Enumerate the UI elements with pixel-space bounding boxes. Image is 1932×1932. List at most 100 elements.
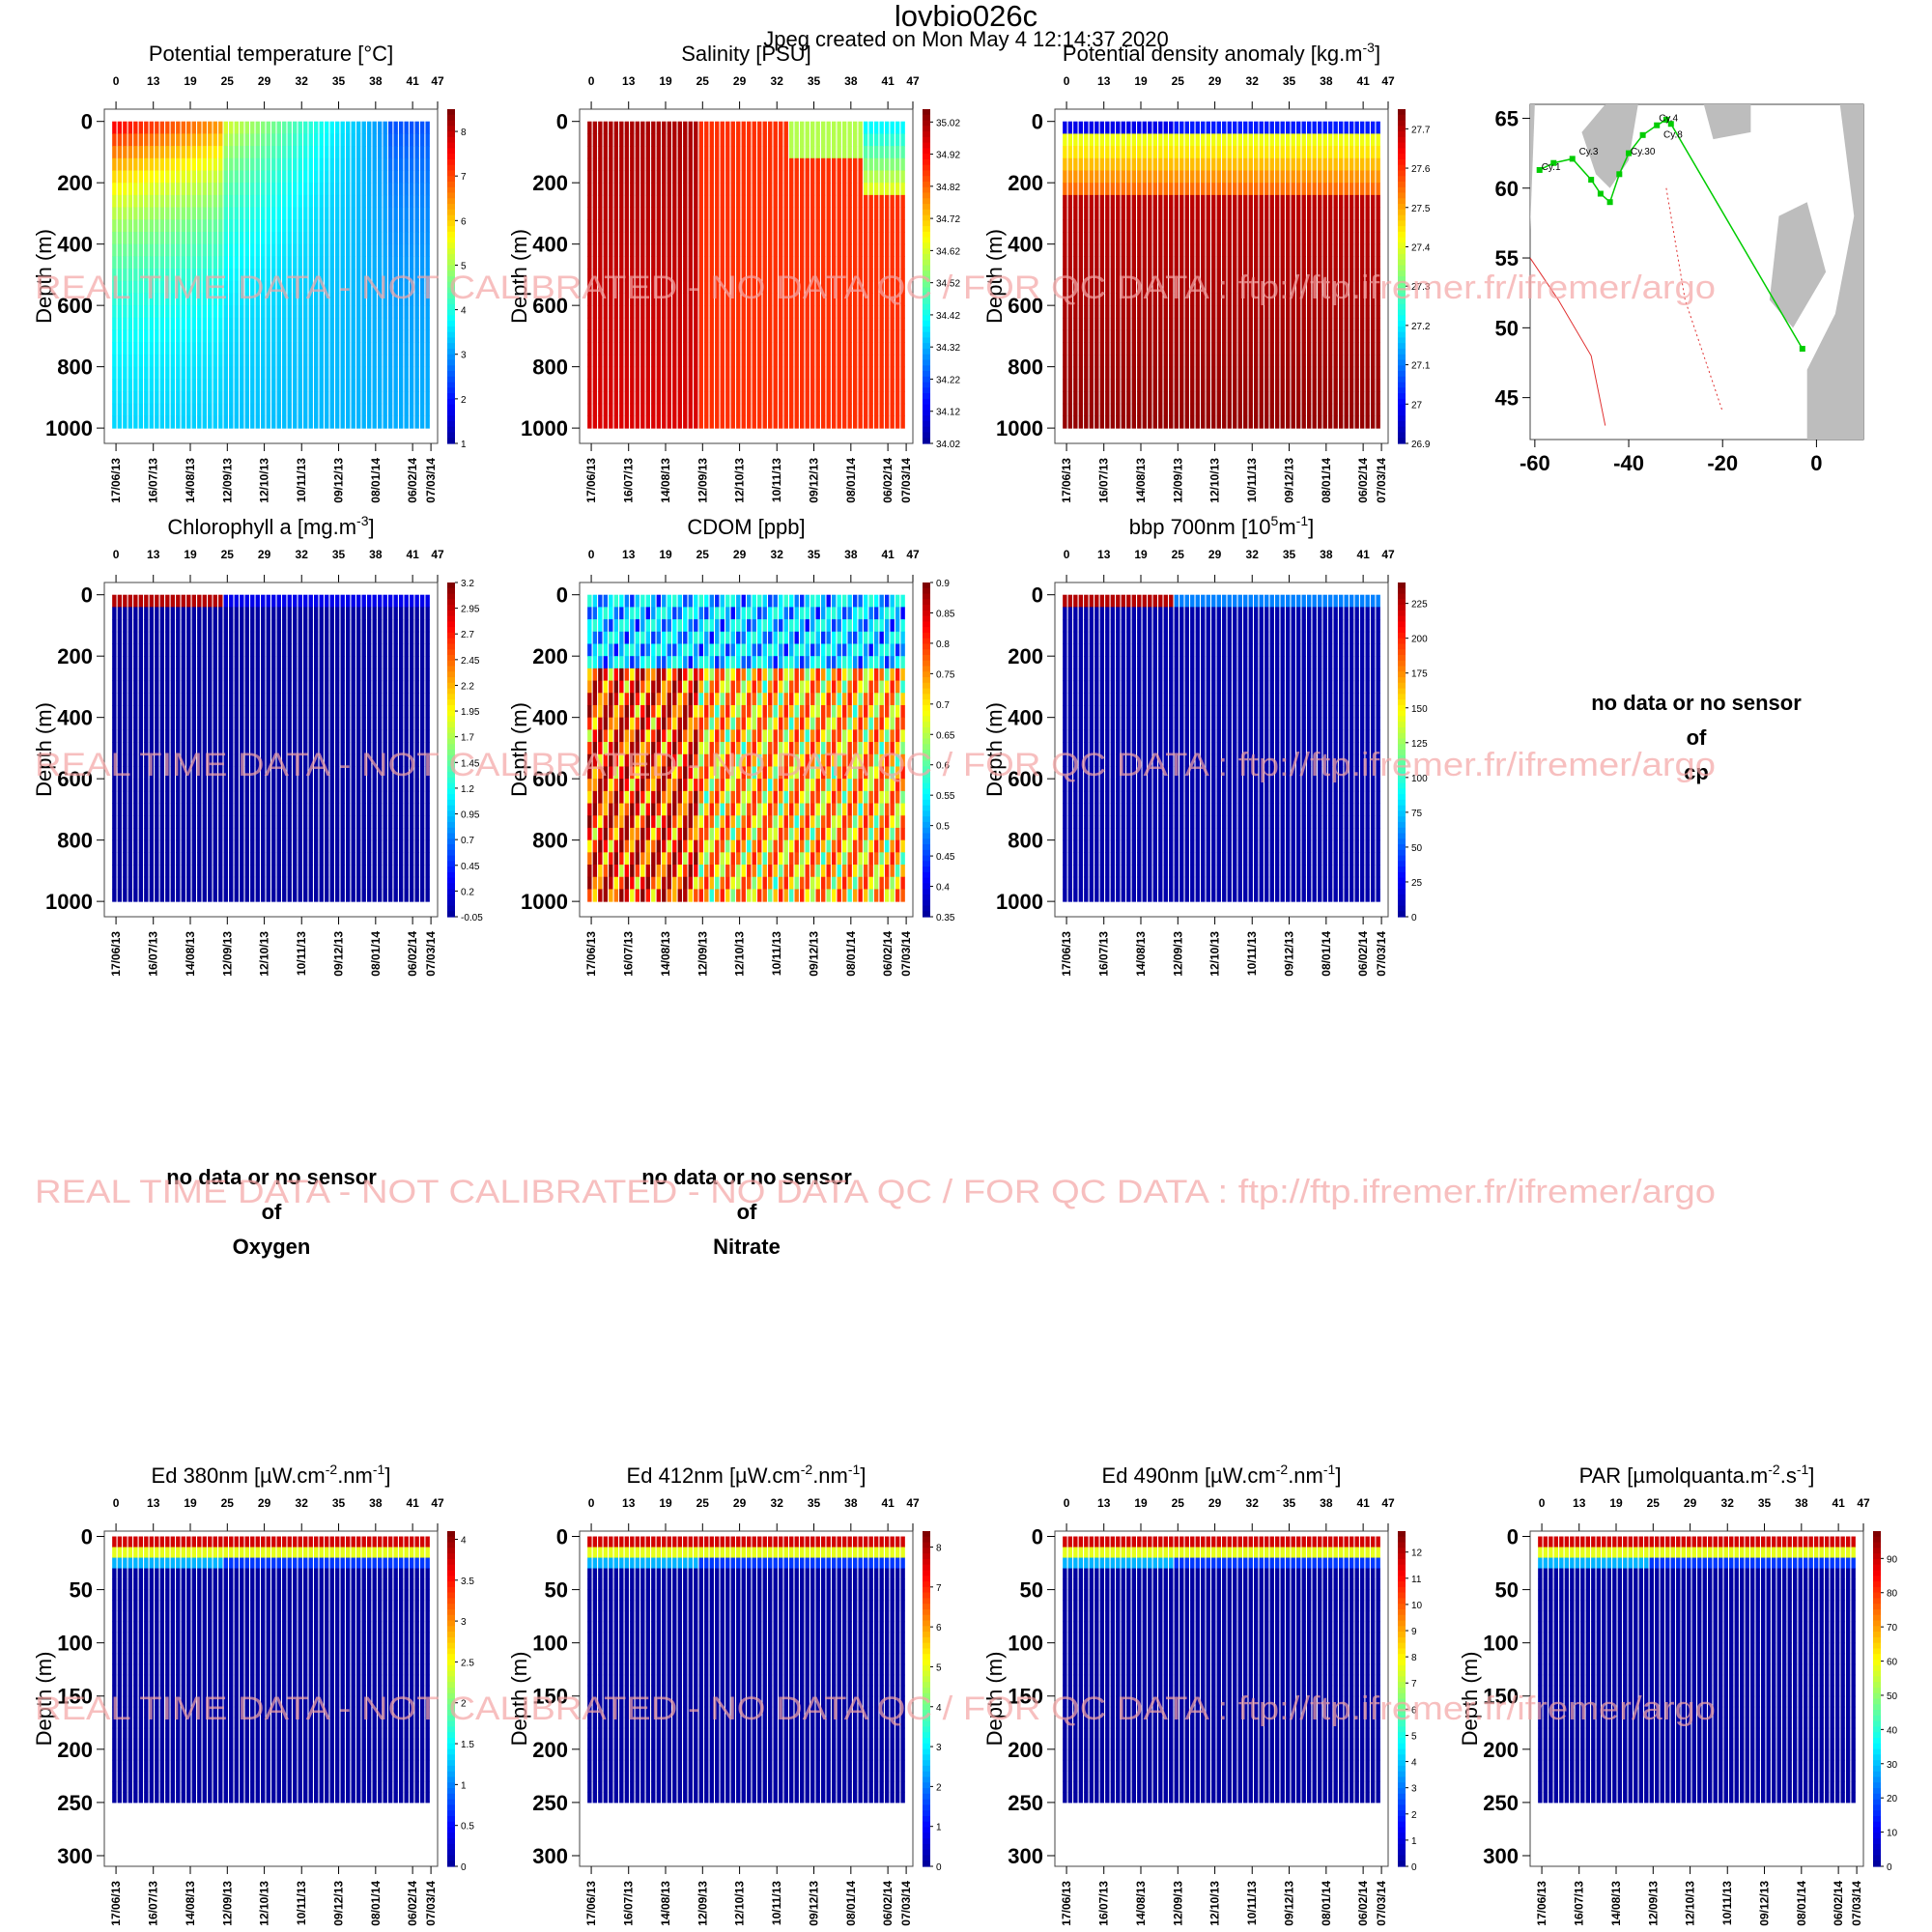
profile-segment [213, 391, 217, 405]
profile-segment [1365, 146, 1370, 159]
profile-segment [826, 342, 831, 355]
profile-segment [377, 403, 383, 416]
profile-segment [1275, 170, 1280, 184]
profile-segment [1063, 183, 1067, 196]
profile-segment [419, 133, 425, 147]
profile-segment [1233, 342, 1237, 355]
profile-segment [635, 231, 640, 245]
profile-segment [598, 305, 603, 319]
profile-segment [149, 415, 155, 429]
profile-segment [1163, 157, 1168, 171]
profile-segment [1174, 194, 1179, 209]
profile-segment [419, 280, 425, 294]
profile-segment [1365, 293, 1370, 306]
profile-segment [351, 280, 355, 294]
profile-segment [592, 256, 598, 270]
profile-segment [810, 391, 815, 405]
profile-segment [1359, 317, 1365, 331]
profile-segment [208, 366, 213, 380]
profile-segment [293, 207, 298, 220]
profile-segment [592, 342, 598, 355]
profile-segment [1073, 403, 1078, 416]
profile-segment [1254, 133, 1259, 147]
profile-segment [1158, 133, 1163, 147]
profile-segment [1121, 354, 1126, 368]
profile-segment [868, 366, 873, 380]
profile-segment [757, 194, 762, 209]
profile-segment [741, 329, 746, 343]
profile-segment [1291, 391, 1295, 405]
profile-segment [1089, 183, 1094, 196]
profile-segment [1254, 194, 1259, 209]
profile-segment [1227, 207, 1232, 220]
profile-segment [240, 243, 244, 257]
profile-segment [325, 183, 329, 196]
profile-segment [282, 243, 287, 257]
profile-segment [662, 403, 667, 416]
profile-segment [1370, 170, 1376, 184]
profile-segment [181, 183, 186, 196]
colorbar-step [923, 131, 930, 138]
profile-segment [1344, 342, 1349, 355]
profile-segment [736, 379, 741, 392]
profile-segment [757, 403, 762, 416]
y-tick-label: 600 [1008, 294, 1043, 318]
profile-segment [1259, 366, 1264, 380]
profile-segment [1184, 121, 1189, 134]
profile-segment [1365, 243, 1370, 257]
profile-segment [1110, 366, 1116, 380]
profile-segment [741, 305, 746, 319]
profile-segment [1365, 256, 1370, 270]
profile-segment [1110, 157, 1116, 171]
profile-segment [271, 183, 276, 196]
profile-segment [303, 256, 308, 270]
profile-segment [789, 280, 794, 294]
profile-segment [1174, 146, 1179, 159]
profile-segment [1376, 157, 1380, 171]
profile-segment [768, 219, 773, 233]
profile-segment [640, 379, 645, 392]
profile-segment [709, 366, 714, 380]
profile-segment [213, 317, 217, 331]
profile-segment [351, 354, 355, 368]
profile-segment [1344, 219, 1349, 233]
profile-segment [704, 146, 709, 159]
profile-segment [208, 415, 213, 429]
profile-segment [340, 293, 345, 306]
profile-segment [419, 391, 425, 405]
profile-segment [1365, 379, 1370, 392]
profile-segment [800, 269, 805, 282]
profile-segment [1084, 391, 1089, 405]
profile-segment [1073, 293, 1078, 306]
profile-segment [624, 170, 630, 184]
colorbar-step [1398, 326, 1406, 333]
profile-segment [287, 231, 292, 245]
profile-segment [181, 256, 186, 270]
profile-segment [662, 269, 667, 282]
profile-segment [266, 146, 270, 159]
colorbar-step [1398, 382, 1406, 388]
profile-segment [863, 293, 868, 306]
profile-segment [1291, 342, 1295, 355]
profile-segment [1248, 305, 1253, 319]
profile-segment [747, 269, 752, 282]
profile-segment [1280, 231, 1285, 245]
profile-segment [677, 157, 682, 171]
profile-segment [1286, 342, 1291, 355]
profile-segment [138, 243, 144, 257]
profile-segment [117, 256, 123, 270]
profile-segment [191, 207, 196, 220]
profile-segment [123, 207, 128, 220]
profile-segment [112, 194, 117, 209]
profile-segment [1248, 329, 1253, 343]
profile-segment [752, 256, 756, 270]
profile-segment [414, 329, 419, 343]
profile-segment [1195, 243, 1200, 257]
profile-segment [335, 391, 340, 405]
profile-segment [276, 256, 281, 270]
profile-segment [186, 219, 191, 233]
profile-segment [240, 157, 244, 171]
profile-segment [730, 219, 735, 233]
profile-segment [1248, 194, 1253, 209]
profile-segment [1148, 342, 1152, 355]
